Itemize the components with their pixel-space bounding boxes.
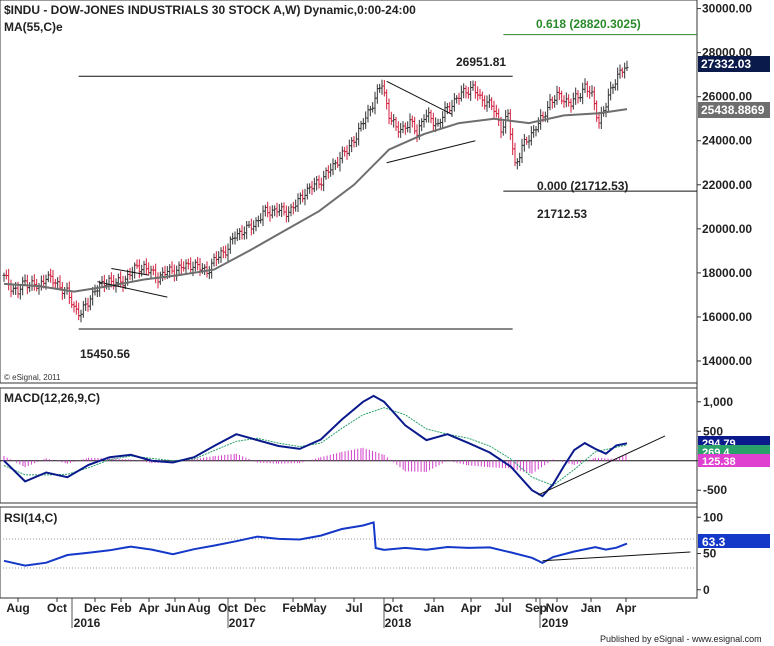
macd-panel-frame — [0, 387, 698, 504]
price-bars — [2, 60, 629, 323]
price-tick-label: 22000.00 — [702, 178, 752, 192]
trough-2016-label: 15450.56 — [80, 347, 130, 361]
time-tick-label: Jan — [581, 601, 602, 615]
price-tick-label: 18000.00 — [702, 266, 752, 280]
time-tick-label: Jun — [164, 601, 185, 615]
triangle-lower-line — [386, 140, 476, 164]
time-tick-label: Aug — [187, 601, 210, 615]
rsi-label: RSI(14,C) — [4, 511, 57, 525]
price-tick-label: 24000.00 — [702, 134, 752, 148]
hist-badge — [698, 454, 770, 467]
price-axis: 14000.00 16000.00 18000.00 20000.00 22000.00… — [697, 2, 752, 368]
time-tick-label: Apr — [139, 601, 160, 615]
rsi-layer: 0 50 100 — [0, 510, 723, 597]
time-axis: Aug Oct Dec Feb Apr Jun Aug Oct Dec Feb May Jul Oct J… — [6, 598, 637, 630]
time-tick-label: Jan — [424, 601, 445, 615]
macd-label: MACD(12,26,9,C) — [4, 391, 100, 405]
macd-trendline — [538, 435, 666, 496]
time-tick-label: Feb — [110, 601, 131, 615]
time-tick-label: Jul — [494, 601, 511, 615]
year-label: 2016 — [74, 616, 101, 630]
time-tick-label: Aug — [6, 601, 29, 615]
ma-label: MA(55,C)e — [4, 20, 63, 34]
price-tick-label: 30000.00 — [702, 2, 752, 16]
time-tick-label: Jul — [345, 601, 362, 615]
rsi-panel-frame — [0, 506, 698, 599]
time-tick-label: Dec — [84, 601, 106, 615]
time-tick-label: Feb — [282, 601, 303, 615]
rsi-badge-text: 63.3 — [702, 535, 726, 549]
hist-badge-text: 125.38 — [702, 456, 736, 468]
ma-55-layer — [3, 108, 628, 293]
time-tick-label: Oct — [383, 601, 403, 615]
time-tick-label: Oct — [47, 601, 67, 615]
last-price-badge — [698, 56, 770, 72]
time-tick-label: May — [303, 601, 327, 615]
rsi-badge — [698, 534, 770, 548]
price-tick-label: 20000.00 — [702, 222, 752, 236]
time-tick-label: Nov — [546, 601, 569, 615]
macd-tick-label: 500 — [703, 424, 723, 438]
fib-000-label: 0.000 (21712.53) — [537, 179, 628, 193]
rsi-tick-label: 0 — [703, 583, 710, 597]
rsi-tick-label: 50 — [703, 547, 717, 561]
publisher-note: Published by eSignal - www.esignal.com — [600, 634, 762, 644]
rsi-tick-label: 100 — [703, 510, 723, 524]
ma-55-line — [3, 108, 628, 293]
flag-upper-line — [111, 267, 149, 276]
time-tick-label: Sep — [525, 601, 547, 615]
peak-label: 26951.81 — [456, 55, 506, 69]
year-label: 2019 — [542, 616, 569, 630]
time-tick-label: Apr — [616, 601, 637, 615]
time-tick-label: Dec — [244, 601, 266, 615]
price-annotations — [78, 34, 697, 330]
ma-price-badge-text: 25438.8869 — [701, 103, 765, 117]
chart-title: $INDU - DOW-JONES INDUSTRIALS 30 STOCK A… — [4, 3, 416, 17]
price-tick-label: 16000.00 — [702, 310, 752, 324]
macd-tick-label: 1,000 — [703, 395, 733, 409]
year-label: 2017 — [229, 616, 256, 630]
year-label: 2018 — [385, 616, 412, 630]
time-tick-label: Apr — [461, 601, 482, 615]
macd-layer: -50005001,000 — [0, 394, 733, 498]
trough-2018-label: 21712.53 — [537, 207, 587, 221]
ma-price-badge — [698, 102, 770, 118]
fib-618-label: 0.618 (28820.3025) — [536, 17, 641, 31]
last-price-badge-text: 27332.03 — [701, 57, 751, 71]
flag-lower-line — [97, 281, 168, 298]
triangle-upper-line — [386, 80, 453, 115]
rsi-trendline — [542, 551, 691, 562]
watermark: © eSignal, 2011 — [4, 373, 61, 382]
macd-tick-label: -500 — [703, 483, 727, 497]
macd-line — [3, 394, 628, 498]
price-tick-label: 26000.00 — [702, 90, 752, 104]
price-tick-label: 14000.00 — [702, 354, 752, 368]
